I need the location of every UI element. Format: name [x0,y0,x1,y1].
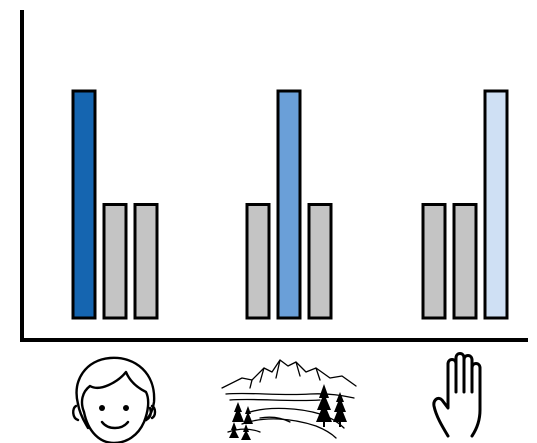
bar-face-2 [104,205,126,319]
bar-landscape-1 [247,205,269,319]
bar-hand-1 [423,205,445,319]
bar-hand-2 [454,205,476,319]
face-icon [66,352,162,443]
bar-landscape-3 [309,205,331,319]
bar-face-1 [73,91,95,318]
bars-layer [73,91,507,318]
bar-hand-3 [485,91,507,318]
mountain-landscape-icon [220,352,358,440]
bar-face-3 [135,205,157,319]
hand-icon [430,350,504,440]
bar-landscape-2 [278,91,300,318]
